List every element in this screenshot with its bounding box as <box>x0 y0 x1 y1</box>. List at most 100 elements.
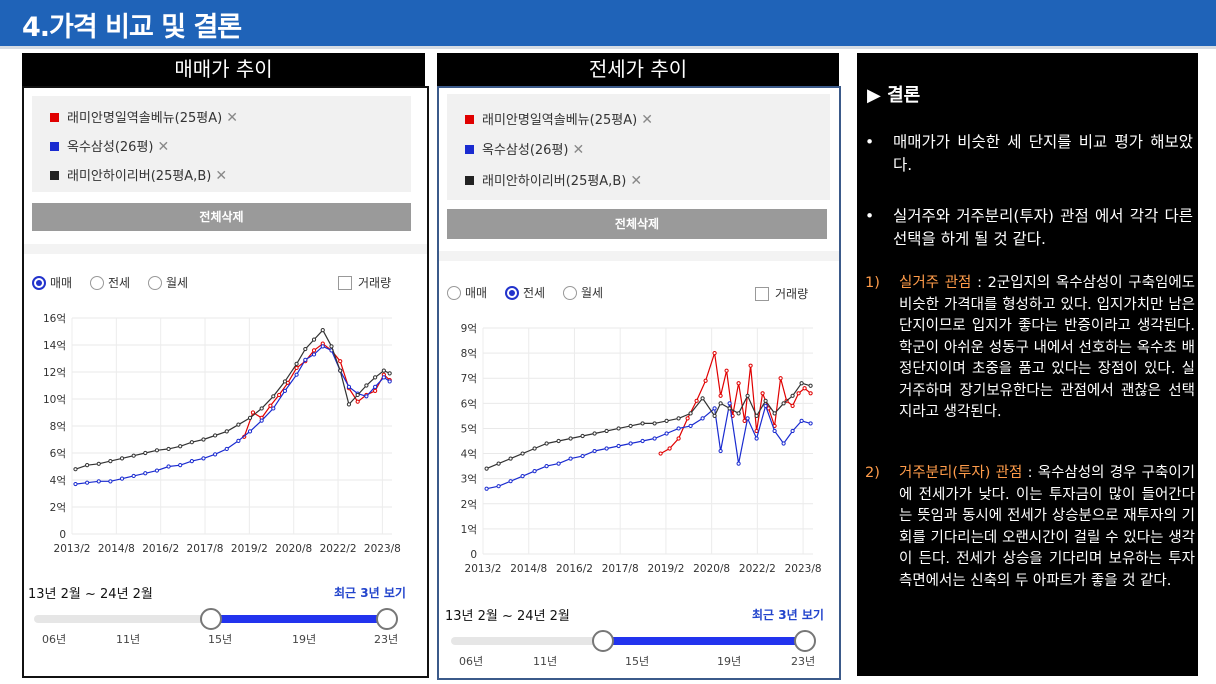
data-point <box>640 438 645 444</box>
point-highlight: 거주분리(투자) 관점 <box>899 465 1023 481</box>
close-icon[interactable]: ✕ <box>630 173 643 189</box>
data-point <box>338 368 343 373</box>
data-point <box>166 446 171 452</box>
deal-type-radio-group: 매매 전세 월세 <box>32 274 232 292</box>
slider-tick-label: 11년 <box>116 633 141 646</box>
y-tick-label: 2억 <box>50 502 66 514</box>
data-point <box>387 379 392 384</box>
recent-3y-link[interactable]: 최근 3년 보기 <box>752 608 824 622</box>
radio-monthly[interactable]: 월세 <box>563 284 603 301</box>
period-range-label: 13년 2월 ~ 24년 2월 <box>28 587 153 602</box>
data-point <box>373 384 378 389</box>
data-point <box>742 418 747 424</box>
series-line <box>243 342 391 438</box>
complex-tag: 래미안명일역솔베뉴(25평A) ✕ <box>465 109 653 128</box>
radio-selected-icon <box>32 276 46 290</box>
series-line <box>486 403 811 490</box>
radio-sale[interactable]: 매매 <box>447 284 487 301</box>
jeonse-price-chart: 0 1억 2억 3억 4억 5억 6억 7억 8억 9억 2013/2 2014/8 2016/2 201… <box>461 323 822 575</box>
data-point <box>580 453 585 459</box>
data-point <box>259 406 264 411</box>
y-tick-label: 16억 <box>43 313 66 325</box>
x-tick-label: 2022/2 <box>320 543 357 555</box>
data-point <box>131 473 136 479</box>
data-point <box>108 459 113 464</box>
slider-tick-label: 15년 <box>208 633 233 646</box>
slide-header: 4.가격 비교 및 결론 <box>0 0 1216 46</box>
data-point <box>796 391 801 396</box>
close-icon[interactable]: ✕ <box>215 168 228 184</box>
data-point <box>700 396 705 401</box>
data-point <box>294 361 299 367</box>
y-tick-label: 14억 <box>43 340 66 352</box>
slider-end-handle[interactable] <box>376 608 398 630</box>
data-point <box>381 368 386 373</box>
close-icon[interactable]: ✕ <box>572 142 585 158</box>
data-point <box>85 463 90 468</box>
data-point <box>178 444 183 449</box>
selected-complex-list: 래미안명일역솔베뉴(25평A) ✕ 옥수삼성(26평) ✕ 래미안하이리버(25평A… <box>32 96 411 192</box>
period-range-label: 13년 2월 ~ 24년 2월 <box>445 609 570 624</box>
data-point <box>712 413 717 418</box>
radio-jeonse[interactable]: 전세 <box>505 284 545 301</box>
y-tick-label: 12억 <box>43 367 66 379</box>
data-point <box>667 446 672 451</box>
y-tick-label: 4억 <box>50 475 66 487</box>
data-point <box>311 337 317 342</box>
delete-all-button[interactable]: 전체삭제 <box>447 209 827 239</box>
data-point <box>484 486 489 491</box>
x-tick-label: 2014/8 <box>510 563 547 575</box>
y-tick-label: 0 <box>59 529 66 541</box>
data-point <box>556 461 561 466</box>
recent-3y-link[interactable]: 최근 3년 보기 <box>334 586 406 600</box>
y-tick-label: 2억 <box>461 499 477 511</box>
data-point <box>532 469 537 474</box>
slider-tick-label: 19년 <box>717 655 742 668</box>
slider-start-handle[interactable] <box>199 608 222 630</box>
close-icon[interactable]: ✕ <box>226 110 238 126</box>
jeonse-panel: 래미안명일역솔베뉴(25평A) ✕ 옥수삼성(26평) ✕ 래미안하이리버(25평A… <box>437 86 841 680</box>
radio-monthly[interactable]: 월세 <box>148 274 188 291</box>
radio-sale[interactable]: 매매 <box>32 274 72 291</box>
data-point <box>688 411 693 416</box>
data-point <box>700 416 705 421</box>
y-tick-label: 6억 <box>50 448 66 460</box>
data-point <box>484 466 489 471</box>
data-point <box>201 437 206 442</box>
delete-all-button[interactable]: 전체삭제 <box>32 203 411 231</box>
data-point <box>772 411 777 416</box>
slider-end-handle[interactable] <box>794 630 816 652</box>
data-point <box>664 418 669 424</box>
x-tick-label: 2019/2 <box>647 563 684 575</box>
data-point <box>676 416 681 421</box>
data-point <box>727 406 732 411</box>
data-point <box>213 433 218 438</box>
red-square-icon <box>465 115 474 124</box>
y-tick-label: 3억 <box>461 474 477 486</box>
data-point <box>604 446 609 451</box>
close-icon[interactable]: ✕ <box>641 112 653 128</box>
x-tick-label: 2020/8 <box>275 543 312 555</box>
data-point <box>259 418 264 423</box>
radio-selected-icon <box>505 286 519 300</box>
volume-checkbox[interactable]: 거래량 <box>338 274 391 291</box>
data-point <box>520 451 525 456</box>
radio-jeonse[interactable]: 전세 <box>90 274 130 291</box>
data-point <box>364 383 369 388</box>
radio-empty-icon <box>90 276 104 290</box>
data-point <box>346 384 352 389</box>
data-point <box>247 415 253 421</box>
data-point <box>311 352 317 357</box>
data-point <box>320 344 325 349</box>
slider-tick-label: 23년 <box>374 633 399 646</box>
slider-tick-label: 11년 <box>533 655 558 668</box>
data-point <box>676 426 681 431</box>
data-point <box>346 402 352 407</box>
volume-checkbox[interactable]: 거래량 <box>755 285 808 302</box>
data-point <box>131 453 136 458</box>
slider-start-handle[interactable] <box>592 630 615 652</box>
close-icon[interactable]: ✕ <box>157 139 170 155</box>
data-point <box>802 386 807 391</box>
y-tick-label: 8억 <box>50 421 66 433</box>
data-point <box>532 446 537 451</box>
